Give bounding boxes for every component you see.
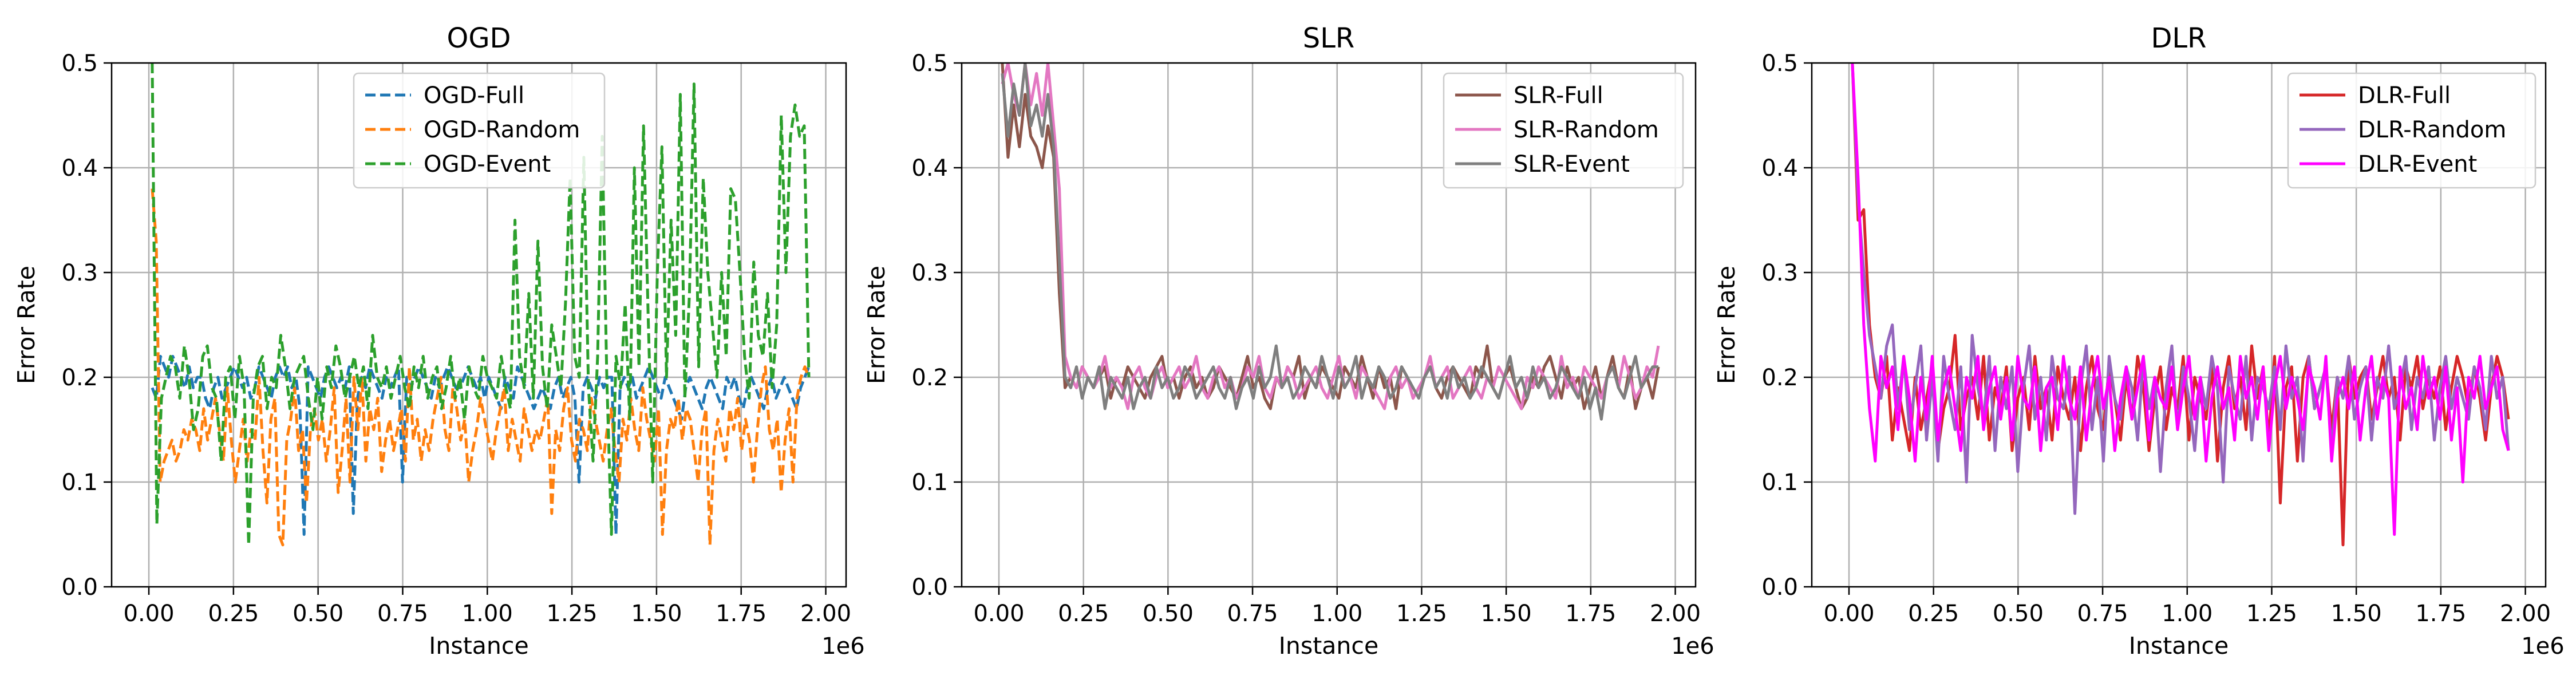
x-tick-label: 1.25	[547, 601, 598, 627]
plot-frame	[110, 62, 847, 588]
series-group	[1001, 63, 1660, 421]
x-tick-label: 1.50	[2331, 601, 2382, 627]
legend-entry: OGD-Random	[424, 117, 580, 143]
y-tick-label: 0.0	[911, 574, 948, 601]
x-tick-label: 0.75	[1227, 601, 1278, 627]
y-tick-label: 0.3	[1761, 260, 1798, 286]
chart-panel-ogd: 0.00 0.25 0.50 0.75 1.00 1.25 1.50 1.75 2.00 0.0 0…	[13, 22, 865, 660]
x-axis-multiplier: 1e6	[821, 633, 865, 660]
x-tick-label: 1.00	[462, 601, 513, 627]
x-tick-label: 0.75	[2077, 601, 2128, 627]
legend: SLR-Full SLR-Random SLR-Event	[1443, 72, 1684, 189]
chart-title: SLR	[1303, 22, 1355, 54]
x-tick-label: 0.50	[1993, 601, 2044, 627]
x-tick-label: 2.00	[800, 601, 851, 627]
y-tick-label: 0.5	[1761, 50, 1798, 77]
y-axis-label: Error Rate	[1713, 266, 1740, 384]
y-tick-label: 0.0	[61, 574, 98, 601]
chart-panel-slr: 0.00 0.25 0.50 0.75 1.00 1.25 1.50 1.75 2.00 0.0 0…	[863, 22, 1714, 660]
series-line-ogd-full	[151, 354, 811, 536]
series-line-ogd-random	[151, 188, 811, 547]
y-tick-label: 0.1	[61, 469, 98, 496]
x-tick-label: 1.00	[1311, 601, 1362, 627]
y-tick-label: 0.1	[911, 469, 948, 496]
x-tick-label: 2.00	[2500, 601, 2551, 627]
legend-entry: SLR-Event	[1514, 151, 1630, 177]
y-tick-label: 0.4	[911, 155, 948, 181]
legend-entry: DLR-Full	[2358, 82, 2451, 109]
y-tick-label: 0.2	[911, 365, 948, 391]
x-tick-label: 0.50	[1143, 601, 1194, 627]
x-tick-label: 1.75	[1565, 601, 1616, 627]
legend: DLR-Full DLR-Random DLR-Event	[2287, 72, 2537, 189]
y-axis-label: Error Rate	[863, 266, 890, 384]
y-tick-label: 0.1	[1761, 469, 1798, 496]
plot-frame	[1811, 62, 2547, 588]
x-tick-label: 1.50	[631, 601, 682, 627]
chart-title: DLR	[2151, 22, 2206, 54]
legend-entry: SLR-Random	[1514, 117, 1659, 143]
x-tick-label: 0.00	[124, 601, 175, 627]
x-axis-multiplier: 1e6	[2521, 633, 2565, 660]
y-tick-label: 0.4	[1761, 155, 1798, 181]
x-tick-label: 1.00	[2162, 601, 2212, 627]
y-tick-label: 0.5	[61, 50, 98, 77]
series-line-slr-event	[1001, 63, 1658, 421]
legend-frame	[1443, 72, 1684, 189]
x-tick-label: 0.50	[293, 601, 343, 627]
y-tick-label: 0.2	[1761, 365, 1798, 391]
x-axis-label: Instance	[2129, 632, 2229, 660]
x-tick-label: 1.50	[1481, 601, 1532, 627]
series-line-dlr-event	[1851, 63, 2510, 536]
legend-entry: SLR-Full	[1514, 82, 1603, 109]
x-axis-label: Instance	[429, 632, 528, 660]
x-tick-label: 1.75	[716, 601, 767, 627]
series-line-ogd-event	[151, 63, 811, 547]
chart-panel-dlr: 0.00 0.25 0.50 0.75 1.00 1.25 1.50 1.75 2.00 0.0 0…	[1713, 22, 2565, 660]
x-tick-label: 0.25	[1908, 601, 1959, 627]
x-axis-multiplier: 1e6	[1671, 633, 1714, 660]
y-axis-label: Error Rate	[13, 266, 40, 384]
x-tick-label: 0.00	[973, 601, 1024, 627]
series-group	[1851, 63, 2510, 547]
y-tick-label: 0.0	[1761, 574, 1798, 601]
x-tick-label: 0.75	[377, 601, 428, 627]
x-tick-label: 0.25	[208, 601, 259, 627]
chart-title: OGD	[447, 22, 511, 54]
x-tick-label: 1.75	[2415, 601, 2466, 627]
x-tick-label: 2.00	[1650, 601, 1701, 627]
legend-entry: OGD-Full	[424, 82, 524, 109]
x-tick-label: 0.00	[1823, 601, 1874, 627]
y-tick-label: 0.5	[911, 50, 948, 77]
legend-frame	[2287, 72, 2537, 189]
x-tick-label: 0.25	[1058, 601, 1109, 627]
legend: OGD-Full OGD-Random OGD-Event	[353, 72, 606, 189]
legend-entry: DLR-Random	[2358, 117, 2506, 143]
series-group	[151, 63, 811, 547]
x-tick-label: 1.25	[1396, 601, 1447, 627]
y-tick-label: 0.3	[61, 260, 98, 286]
plot-frame	[961, 62, 1697, 588]
y-tick-label: 0.3	[911, 260, 948, 286]
x-tick-label: 1.25	[2246, 601, 2297, 627]
legend-entry: DLR-Event	[2358, 151, 2477, 177]
x-axis-label: Instance	[1279, 632, 1378, 660]
legend-frame	[353, 72, 606, 189]
y-tick-label: 0.2	[61, 365, 98, 391]
legend-entry: OGD-Event	[424, 151, 551, 177]
y-tick-label: 0.4	[61, 155, 98, 181]
